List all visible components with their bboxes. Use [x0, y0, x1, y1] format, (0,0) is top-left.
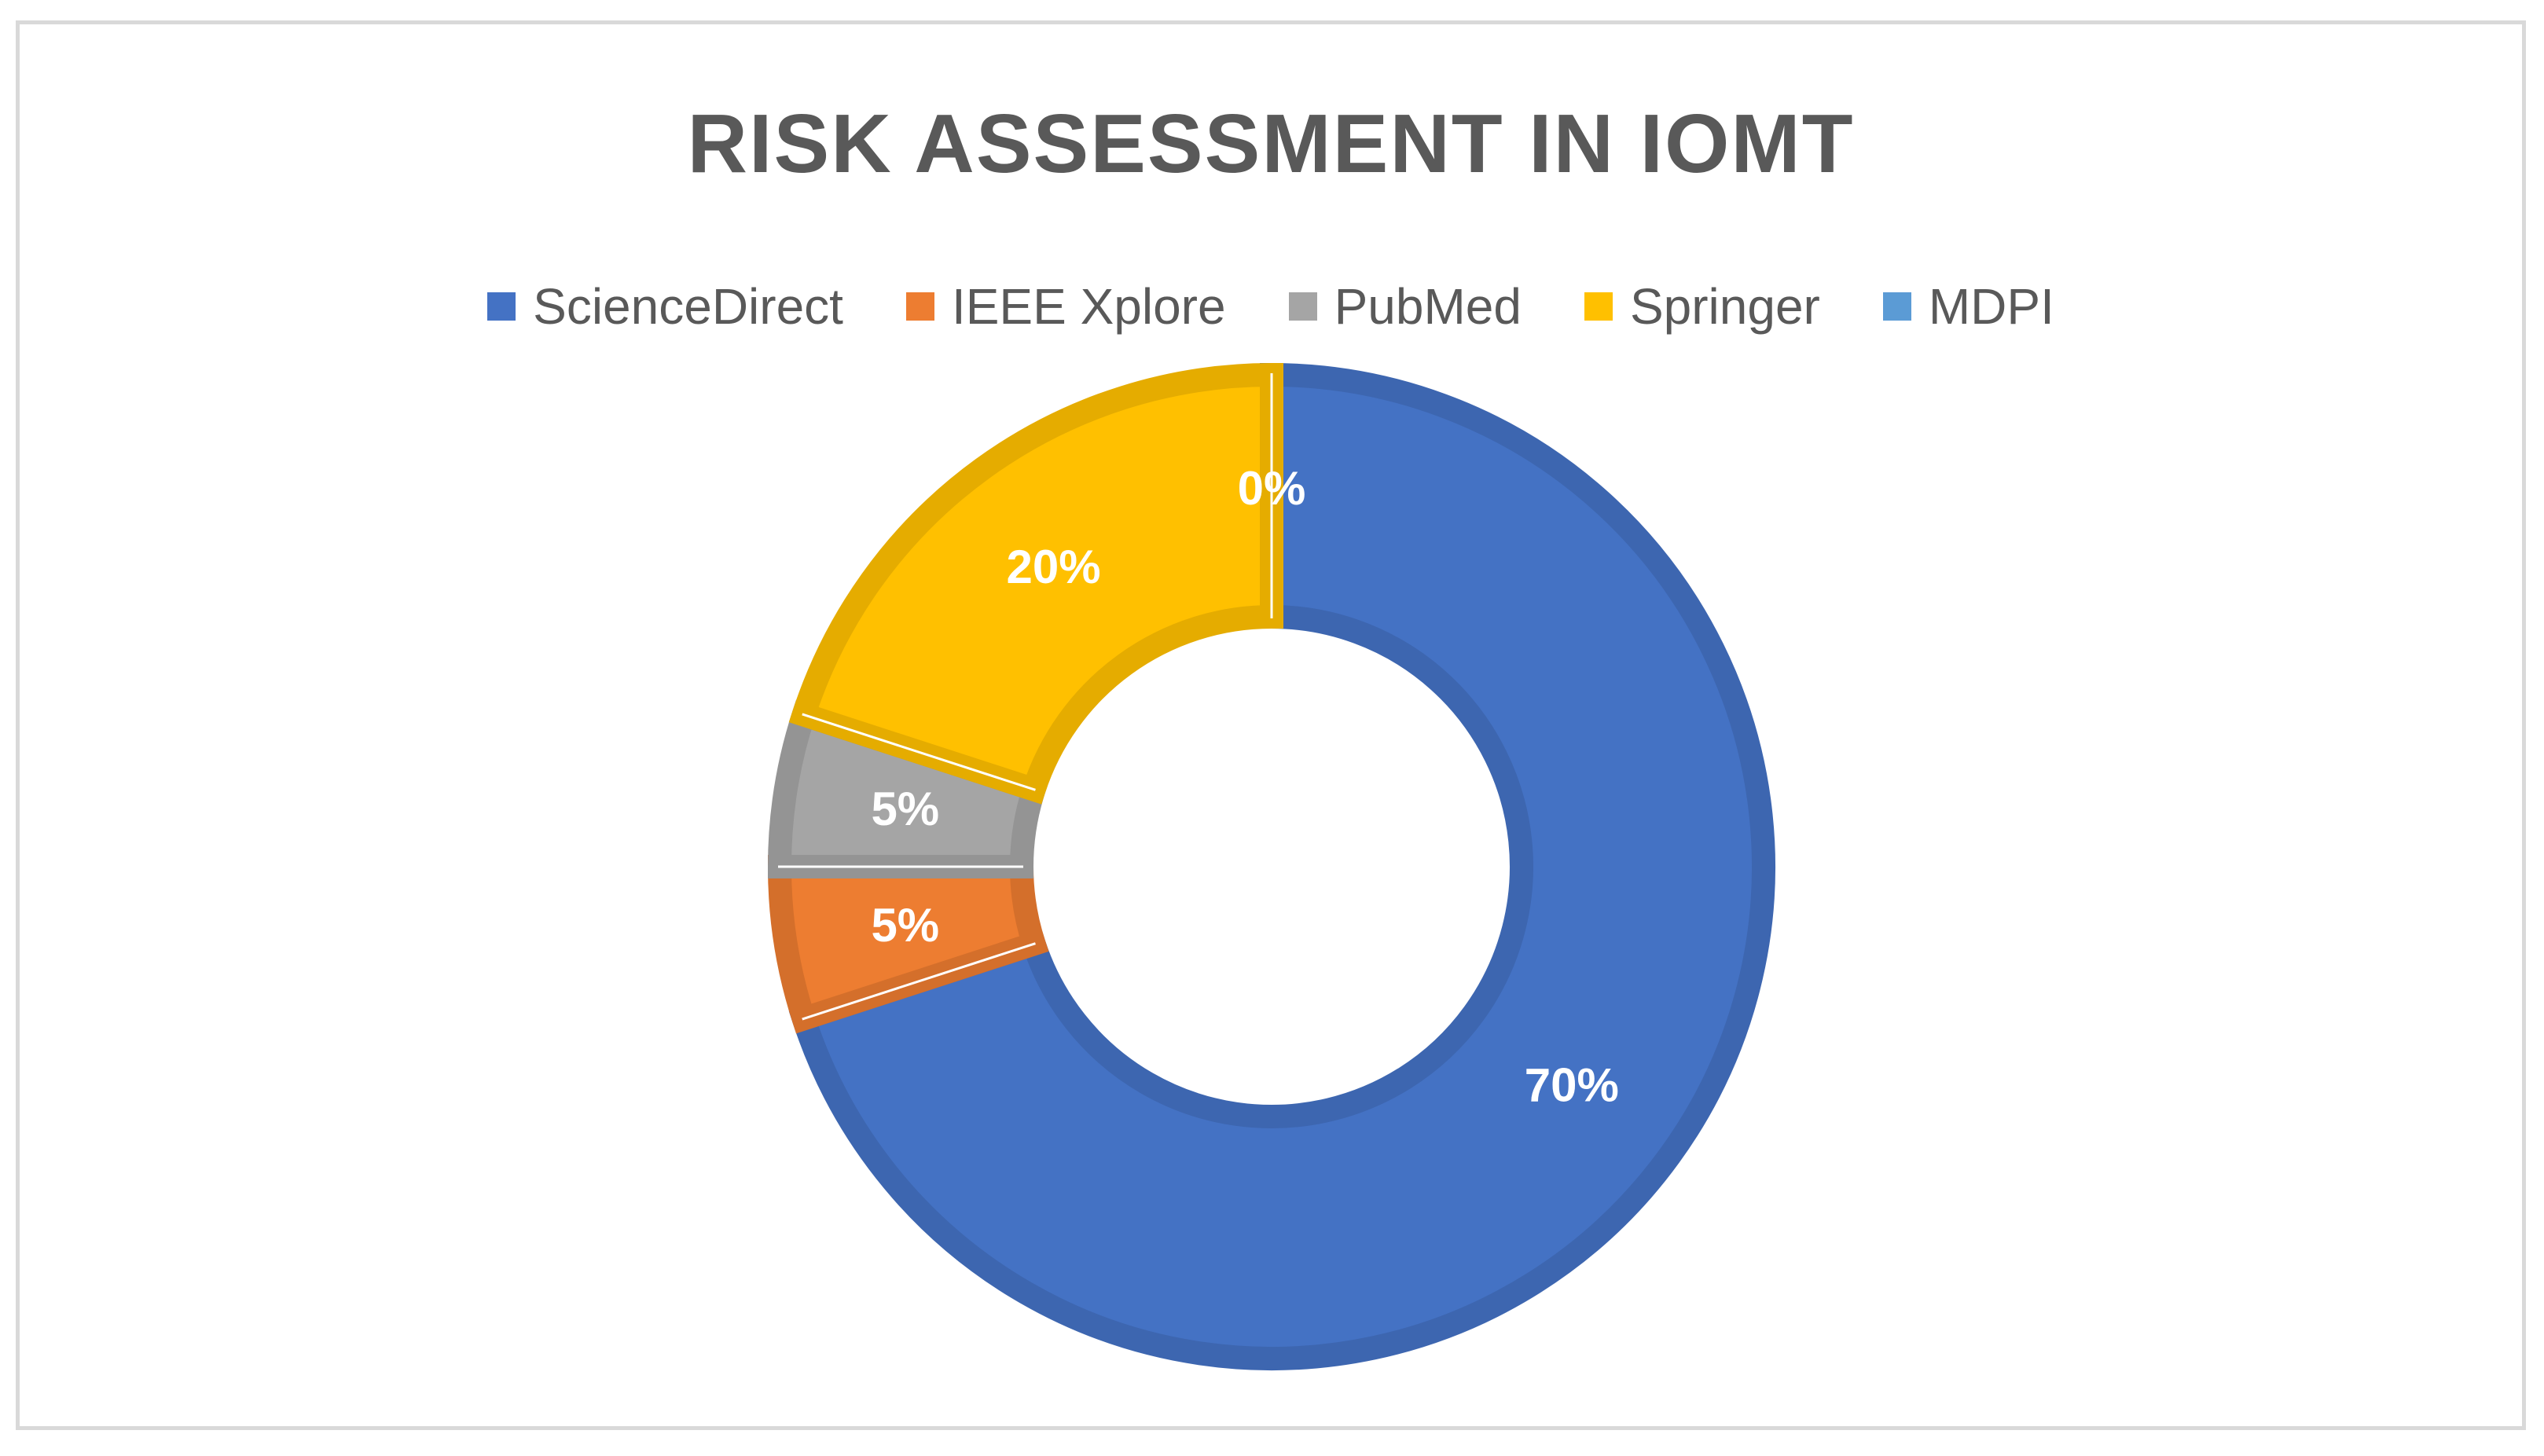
legend-item: PubMed — [1288, 277, 1522, 336]
data-label-mdpi: 0% — [1238, 462, 1306, 515]
legend-swatch — [487, 292, 516, 321]
data-label-ieee-xplore: 5% — [871, 899, 939, 952]
data-label-sciencedirect: 70% — [1525, 1058, 1619, 1111]
chart-legend: ScienceDirect IEEE Xplore PubMed Springer MD… — [20, 277, 2522, 336]
legend-item: Springer — [1584, 277, 1820, 336]
legend-label: MDPI — [1928, 278, 2054, 335]
legend-label: ScienceDirect — [533, 278, 843, 335]
legend-label: IEEE Xplore — [951, 278, 1226, 335]
legend-item: IEEE Xplore — [905, 277, 1226, 336]
slice-separator — [802, 713, 1036, 791]
legend-swatch — [1584, 292, 1613, 321]
data-label-springer: 20% — [1007, 541, 1101, 593]
donut-slice-sciencedirect — [788, 362, 1775, 1370]
legend-item: MDPI — [1882, 277, 2054, 336]
legend-swatch — [905, 292, 934, 321]
data-label-pubmed: 5% — [871, 783, 939, 835]
legend-label: Springer — [1629, 278, 1820, 335]
donut-slice-springer — [788, 362, 1283, 805]
legend-item: ScienceDirect — [487, 277, 843, 336]
legend-swatch — [1882, 292, 1911, 321]
chart-title: RISK ASSESSMENT IN IOMT — [687, 97, 1855, 190]
legend-label: PubMed — [1334, 278, 1522, 335]
legend-swatch — [1288, 292, 1317, 321]
slice-separator — [802, 942, 1036, 1021]
